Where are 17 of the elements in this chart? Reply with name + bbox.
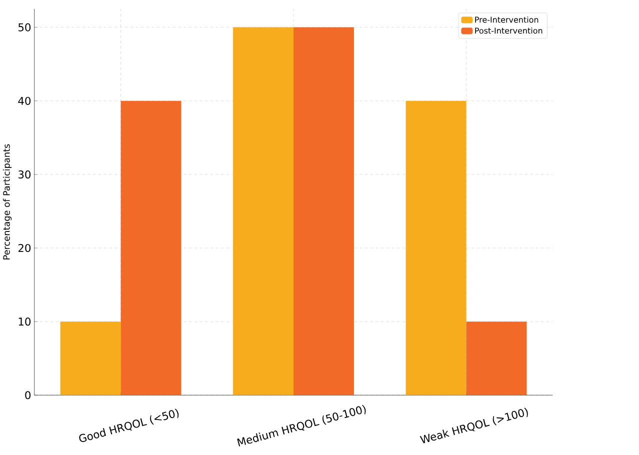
x-tick-label: Good HRQOL (<50) <box>79 408 179 442</box>
y-tick-label: 0 <box>25 391 31 400</box>
y-tick-label: 40 <box>18 96 31 105</box>
y-tick-label: 30 <box>18 170 31 179</box>
bar <box>233 27 294 396</box>
y-axis-title: Percentage of Participants <box>2 144 12 260</box>
x-tick-label: Weak HRQOL (>100) <box>420 408 528 444</box>
bar <box>120 100 182 396</box>
bar <box>60 322 121 396</box>
bar <box>406 100 466 396</box>
y-tick-label: 50 <box>18 23 31 32</box>
bar <box>466 322 527 396</box>
legend-label: Post-Intervention <box>475 28 542 34</box>
bar <box>294 27 354 396</box>
y-tick-label: 20 <box>18 244 31 252</box>
legend-label: Pre-Intervention <box>475 16 538 23</box>
y-tick-label: 10 <box>18 318 31 326</box>
